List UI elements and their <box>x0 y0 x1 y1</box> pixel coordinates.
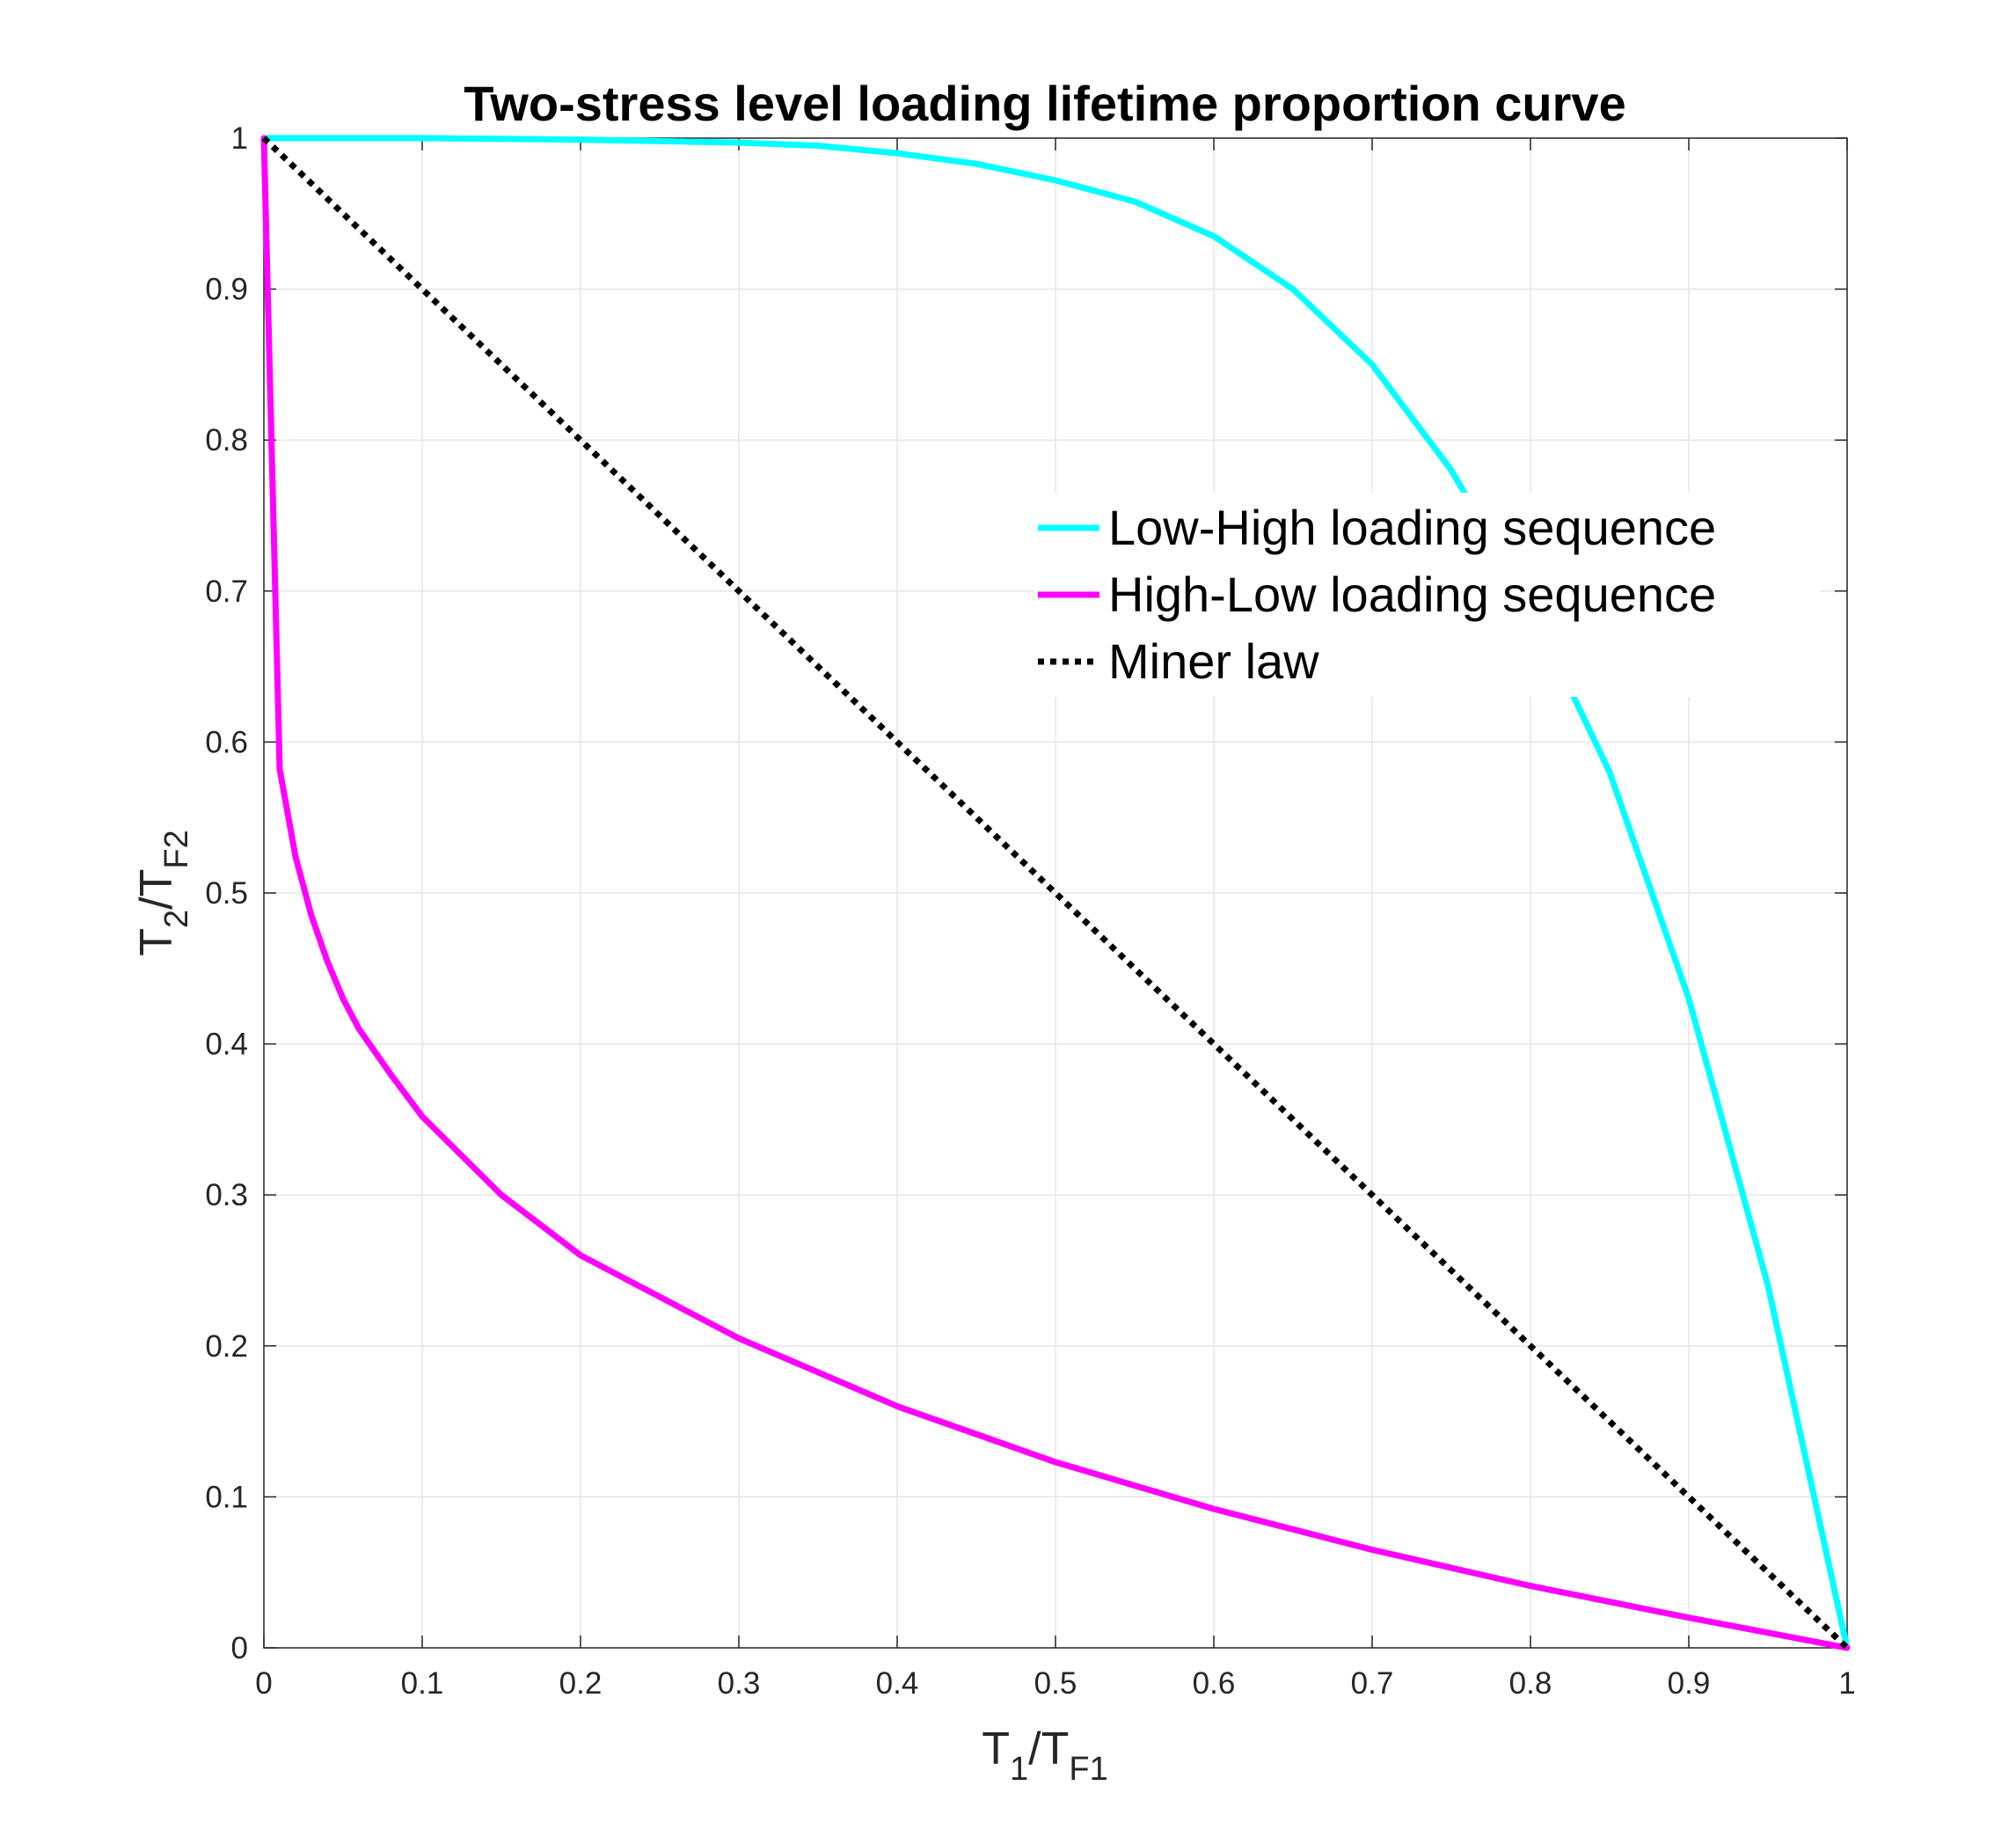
x-tick-label: 0.2 <box>559 1666 603 1701</box>
y-tick-label: 0 <box>231 1631 248 1665</box>
legend-box <box>1034 493 1821 697</box>
y-tick-label: 0.7 <box>205 575 248 609</box>
series-line-1 <box>260 135 1851 1651</box>
x-axis-label: T1/TF1 <box>982 1724 1107 1788</box>
x-label-main: T <box>982 1724 1010 1775</box>
series-line-0 <box>260 135 1851 1651</box>
y-label-sub2: F2 <box>158 830 195 868</box>
y-tick-label: 0.1 <box>205 1480 248 1514</box>
x-tick-label: 0.3 <box>718 1666 761 1701</box>
x-tick-label: 1 <box>1838 1666 1855 1701</box>
chart-title: Two-stress level loading lifetime propor… <box>464 76 1625 131</box>
legend-label-1: High-Low loading sequence <box>1108 567 1716 622</box>
legend-label-0: Low-High loading sequence <box>1108 500 1716 555</box>
x-tick-label: 0.9 <box>1668 1666 1711 1701</box>
x-tick-label: 0.6 <box>1193 1666 1236 1701</box>
x-tick-label: 0.7 <box>1351 1666 1394 1701</box>
y-tick-label: 0.9 <box>205 273 248 307</box>
x-tick-label: 0.5 <box>1034 1666 1077 1701</box>
y-tick-label: 1 <box>231 121 248 156</box>
x-tick-label: 0 <box>255 1666 272 1701</box>
y-tick-label: 0.3 <box>205 1178 248 1212</box>
series-layer <box>260 135 1851 1651</box>
y-axis-label: T2/TF2 <box>131 830 195 955</box>
y-label-sep: /T <box>131 869 182 910</box>
y-tick-label: 0.8 <box>205 423 248 457</box>
legend: Low-High loading sequence High-Low loadin… <box>1034 493 1821 697</box>
axes <box>263 137 1848 1649</box>
x-tick-label: 0.1 <box>401 1666 444 1701</box>
series-line-2 <box>261 135 1850 1650</box>
y-label-sub1: 2 <box>158 910 195 928</box>
y-tick-label: 0.2 <box>205 1329 248 1364</box>
x-label-sep: /T <box>1028 1724 1069 1775</box>
x-tick-label: 0.8 <box>1509 1666 1552 1701</box>
x-label-sub2: F1 <box>1069 1751 1107 1788</box>
y-tick-label: 0.5 <box>205 876 248 911</box>
legend-label-2: Miner law <box>1108 633 1319 689</box>
tick-labels: 0 0.1 0.2 0.3 0.4 0.5 0.6 0.7 0.8 0.9 1 0 0.1 0.2 0.3 0… <box>205 121 1855 1701</box>
grid <box>263 137 1848 1649</box>
x-tick-label: 0.4 <box>876 1666 919 1701</box>
axes-box <box>263 137 1848 1649</box>
y-label-main: T <box>131 928 182 956</box>
y-tick-label: 0.6 <box>205 725 248 759</box>
x-label-sub1: 1 <box>1010 1751 1028 1788</box>
y-tick-label: 0.4 <box>205 1028 248 1062</box>
